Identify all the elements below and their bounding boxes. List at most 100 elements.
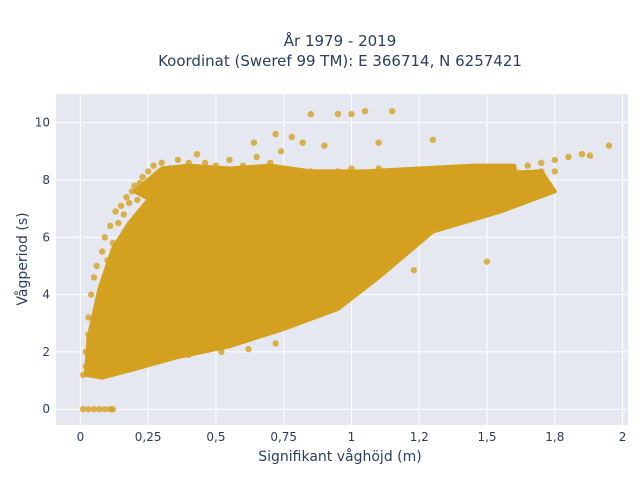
data-point: [497, 182, 504, 189]
data-point: [280, 320, 287, 327]
data-point: [288, 133, 295, 141]
data-point: [397, 239, 404, 247]
data-point: [212, 211, 220, 218]
data-point: [180, 325, 187, 333]
data-point: [280, 171, 287, 178]
data-point: [82, 348, 90, 356]
data-point: [272, 340, 279, 347]
data-point: [253, 176, 260, 184]
data-point: [239, 173, 247, 181]
data-point: [185, 194, 192, 201]
data-point: [334, 222, 342, 229]
data-point: [90, 368, 98, 376]
data-point: [126, 325, 133, 333]
data-point: [361, 171, 369, 178]
data-point: [334, 239, 342, 247]
data-point: [104, 365, 111, 373]
data-point: [185, 345, 192, 353]
data-point: [253, 262, 260, 270]
data-point: [538, 159, 545, 166]
data-point: [185, 159, 192, 166]
data-point: [96, 302, 103, 310]
data-point: [88, 291, 95, 298]
data-point: [524, 173, 531, 181]
data-point: [207, 314, 214, 321]
data-point: [361, 211, 369, 218]
data-point: [158, 348, 165, 356]
data-point: [245, 345, 252, 353]
data-point: [443, 182, 450, 189]
data-point: [483, 258, 491, 265]
data-point: [158, 159, 165, 166]
data-point: [134, 196, 141, 204]
data-point: [199, 185, 206, 192]
data-point: [158, 314, 165, 321]
data-point: [380, 234, 388, 241]
data-point: [104, 291, 111, 298]
data-point: [136, 179, 144, 186]
data-point: [321, 171, 328, 178]
data-point: [307, 110, 314, 118]
data-point: [212, 162, 220, 169]
data-point: [239, 334, 247, 341]
data-point: [172, 308, 179, 315]
data-point: [158, 234, 165, 241]
data-point: [101, 234, 109, 241]
x-tick-label: 1,2: [410, 430, 429, 444]
data-point: [98, 354, 106, 361]
x-tick-label: 0,25: [135, 430, 162, 444]
data-point: [294, 173, 301, 181]
data-point: [321, 142, 328, 149]
x-tick-label: 1,5: [477, 430, 496, 444]
chart-title-line-1: År 1979 - 2019: [284, 31, 397, 50]
data-point: [145, 168, 152, 175]
x-tick-label: 0,5: [206, 430, 225, 444]
data-point: [267, 325, 274, 333]
data-point: [90, 406, 98, 413]
data-point: [429, 136, 436, 144]
y-tick-label: 0: [42, 402, 50, 416]
y-tick-label: 4: [42, 288, 50, 302]
data-point: [131, 262, 138, 270]
data-point: [402, 196, 409, 204]
data-point: [253, 196, 260, 204]
data-point: [538, 168, 545, 175]
data-point: [321, 245, 328, 252]
data-point: [307, 308, 314, 315]
data-point: [342, 262, 350, 270]
data-point: [456, 191, 464, 198]
data-point: [410, 267, 417, 274]
data-point: [226, 156, 233, 164]
data-point: [101, 406, 109, 413]
data-point: [96, 406, 103, 413]
data-point: [131, 357, 138, 364]
data-point: [272, 130, 279, 138]
data-point: [267, 159, 274, 166]
data-point: [226, 205, 233, 212]
data-point: [226, 176, 233, 184]
data-point: [267, 171, 274, 178]
data-point: [315, 274, 323, 281]
data-point: [261, 297, 268, 304]
x-tick-label: 2: [619, 430, 627, 444]
data-point: [321, 228, 328, 235]
data-point: [120, 211, 128, 218]
data-point: [348, 165, 355, 172]
data-point: [174, 156, 182, 164]
data-point: [307, 234, 314, 241]
data-point: [239, 202, 247, 209]
data-point: [85, 406, 92, 413]
x-axis-title: Signifikant våghöjd (m): [258, 448, 421, 465]
data-point: [218, 348, 225, 356]
data-point: [166, 268, 174, 275]
data-point: [90, 274, 98, 281]
data-point: [253, 153, 260, 161]
data-point: [497, 171, 504, 178]
data-point: [139, 173, 146, 181]
y-tick-label: 6: [42, 230, 50, 244]
data-point: [605, 142, 613, 149]
data-point: [85, 331, 92, 338]
data-point: [565, 153, 572, 161]
data-point: [280, 262, 287, 270]
data-point: [375, 165, 382, 172]
